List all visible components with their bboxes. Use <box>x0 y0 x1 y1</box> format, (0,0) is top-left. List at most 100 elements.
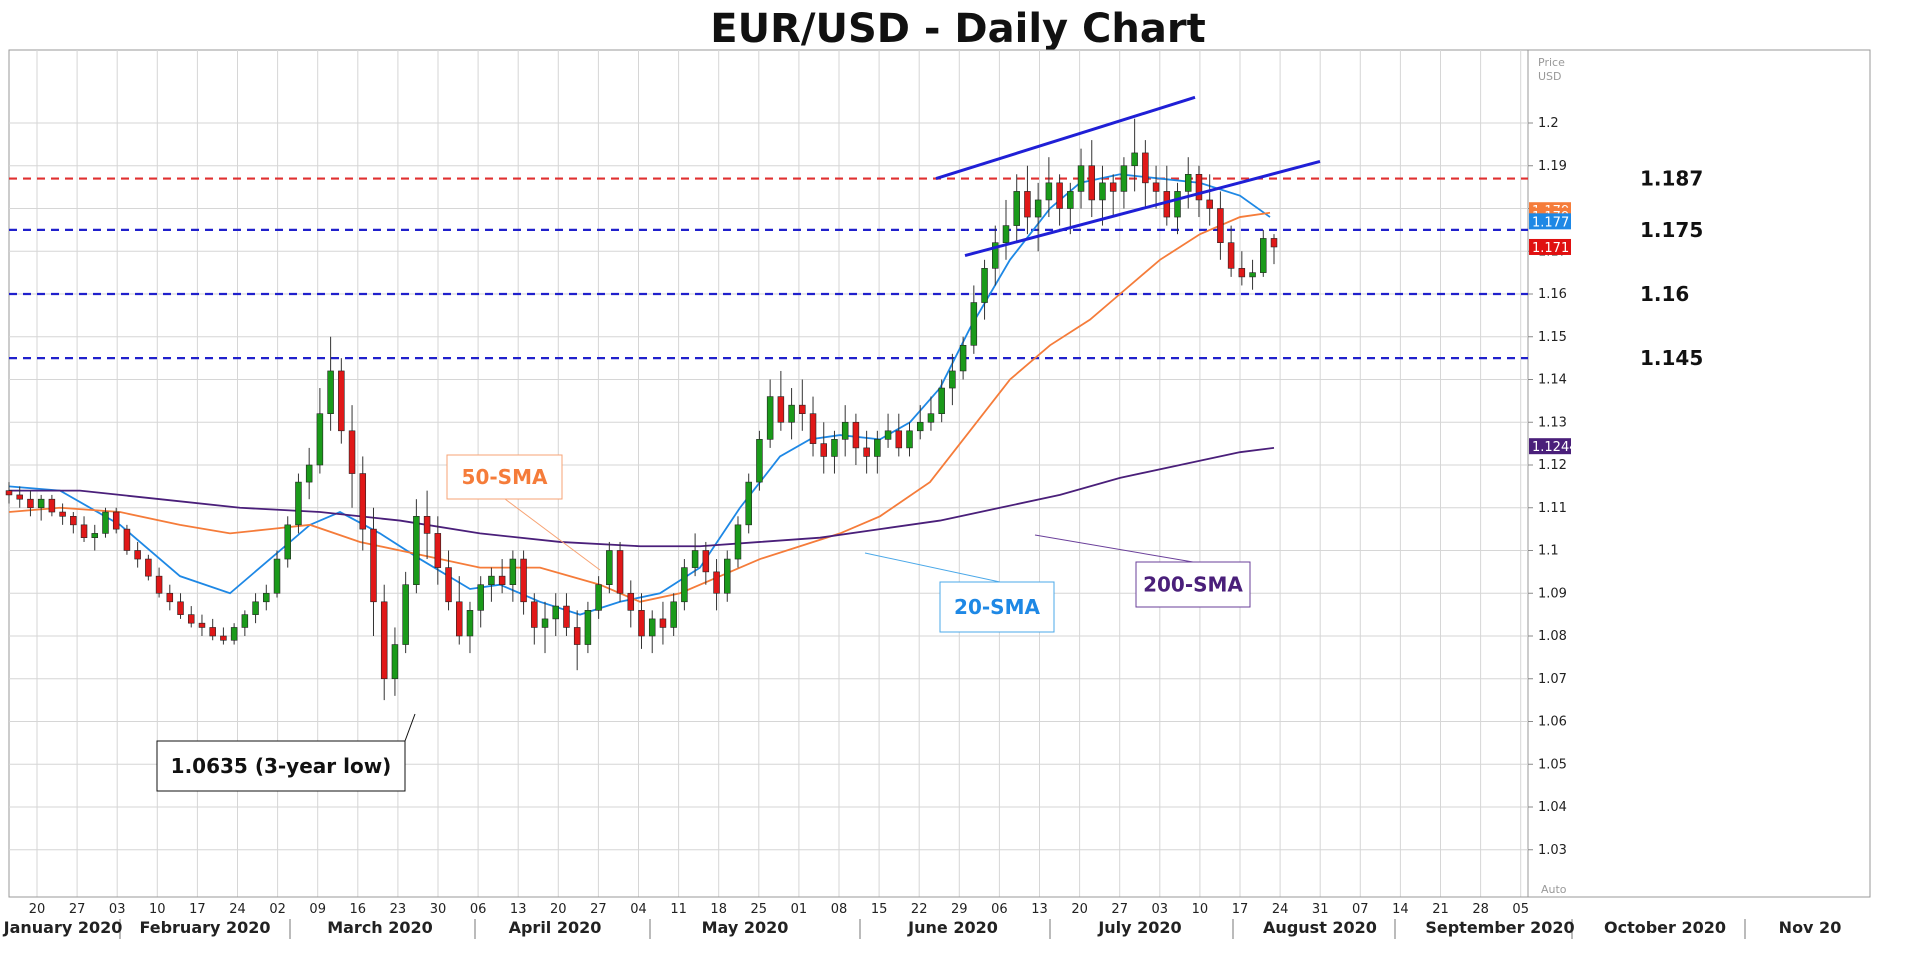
y-tick-label: 1.14 <box>1538 373 1567 388</box>
price-tag <box>1529 238 1571 255</box>
y-tick-label: 1.13 <box>1538 415 1567 430</box>
candle-body <box>595 584 602 611</box>
candle-body <box>220 635 227 641</box>
candle-body <box>359 473 367 530</box>
candle-body <box>198 622 206 628</box>
candle-body <box>552 605 559 620</box>
chart-title: EUR/USD - Daily Chart <box>710 6 1206 52</box>
x-tick-label: 13 <box>1031 902 1048 917</box>
y-tick-label: 1.15 <box>1538 330 1567 345</box>
y-tick-label: 1.08 <box>1538 629 1567 644</box>
candle-body <box>1270 238 1278 248</box>
candle-body <box>91 533 99 538</box>
candle-body <box>584 610 592 645</box>
y-tick-label: 1.12 <box>1538 458 1567 473</box>
x-tick-label: 05 <box>1512 902 1529 917</box>
x-tick-label: 15 <box>871 902 888 917</box>
month-label: October 2020 <box>1604 918 1726 937</box>
candle-body <box>1227 242 1235 269</box>
x-tick-label: 27 <box>590 902 607 917</box>
candle-body <box>863 447 870 457</box>
y-tick-label: 1.03 <box>1538 843 1567 858</box>
candle-body <box>927 413 935 423</box>
candle-body <box>520 558 527 603</box>
candle-body <box>327 370 334 415</box>
annotation-leader <box>1034 534 1194 563</box>
x-tick-label: 11 <box>670 902 687 917</box>
annotation-box <box>939 581 1055 633</box>
x-tick-label: 29 <box>951 902 968 917</box>
x-tick-label: 10 <box>149 902 166 917</box>
candle-body <box>777 396 785 423</box>
y-tick-label: 1.1 <box>1538 544 1559 559</box>
candle-body <box>852 421 860 449</box>
candle-body <box>123 528 131 551</box>
candle-body <box>1088 165 1096 201</box>
candle-body <box>348 430 356 474</box>
y-tick-label: 1.09 <box>1538 586 1567 601</box>
x-tick-label: 17 <box>1232 902 1249 917</box>
candle-body <box>1142 152 1149 184</box>
candle-body <box>166 592 174 603</box>
y-tick-label: 1.19 <box>1538 159 1567 174</box>
axis-unit-label: Price <box>1538 56 1565 69</box>
candle-body <box>1163 191 1171 218</box>
month-label: June 2020 <box>907 918 998 937</box>
candle-body <box>1024 191 1031 218</box>
x-tick-label: 10 <box>1192 902 1209 917</box>
sma-line <box>8 211 1271 603</box>
candle-body <box>1067 191 1074 209</box>
candle-body <box>563 605 570 628</box>
level-label: 1.16 <box>1640 282 1689 306</box>
annotation-box <box>156 740 406 792</box>
candle-body <box>209 627 216 637</box>
month-label: April 2020 <box>509 918 602 937</box>
y-tick-label: 1.07 <box>1538 672 1567 687</box>
candle-body <box>691 550 699 568</box>
candle-body <box>734 524 742 560</box>
candle-body <box>456 601 463 637</box>
x-tick-label: 31 <box>1312 902 1329 917</box>
price-tag <box>1529 438 1571 455</box>
candle-body <box>263 592 270 603</box>
candle-body <box>906 430 913 449</box>
annotation-leader <box>504 498 601 571</box>
x-tick-label: 06 <box>991 902 1008 917</box>
month-label: Nov 20 <box>1779 918 1842 937</box>
candle-body <box>37 498 45 509</box>
month-label: March 2020 <box>327 918 433 937</box>
candle-body <box>648 618 656 637</box>
candles <box>5 118 1278 701</box>
axis-unit-label: USD <box>1538 70 1562 83</box>
candle-body <box>413 515 420 585</box>
candle-body <box>670 601 677 628</box>
candle-body <box>938 387 945 414</box>
x-tick-label: 02 <box>269 902 286 917</box>
candle-body <box>788 404 795 423</box>
candle-body <box>799 404 806 414</box>
candle-body <box>1206 199 1213 209</box>
candle-body <box>1131 152 1138 167</box>
candle-body <box>1056 182 1063 209</box>
x-tick-label: 07 <box>1352 902 1369 917</box>
candle-body <box>48 498 56 513</box>
x-tick-label: 25 <box>751 902 768 917</box>
candle-body <box>488 575 495 586</box>
x-tick-label: 16 <box>350 902 367 917</box>
candle-body <box>1174 191 1181 218</box>
candle-body <box>713 571 720 594</box>
sma-line <box>9 447 1275 548</box>
x-tick-label: 20 <box>550 902 567 917</box>
candle-body <box>445 567 452 603</box>
candle-body <box>959 344 967 372</box>
x-tick-label: 01 <box>791 902 808 917</box>
x-tick-label: 06 <box>470 902 487 917</box>
candle-body <box>305 464 313 483</box>
candle-body <box>606 550 613 586</box>
price-tag-label: 1.1244 <box>1532 440 1578 455</box>
candle-body <box>134 550 141 560</box>
candle-body <box>1238 268 1246 278</box>
candle-body <box>841 421 849 440</box>
candle-body <box>724 558 731 594</box>
x-tick-label: 20 <box>29 902 46 917</box>
